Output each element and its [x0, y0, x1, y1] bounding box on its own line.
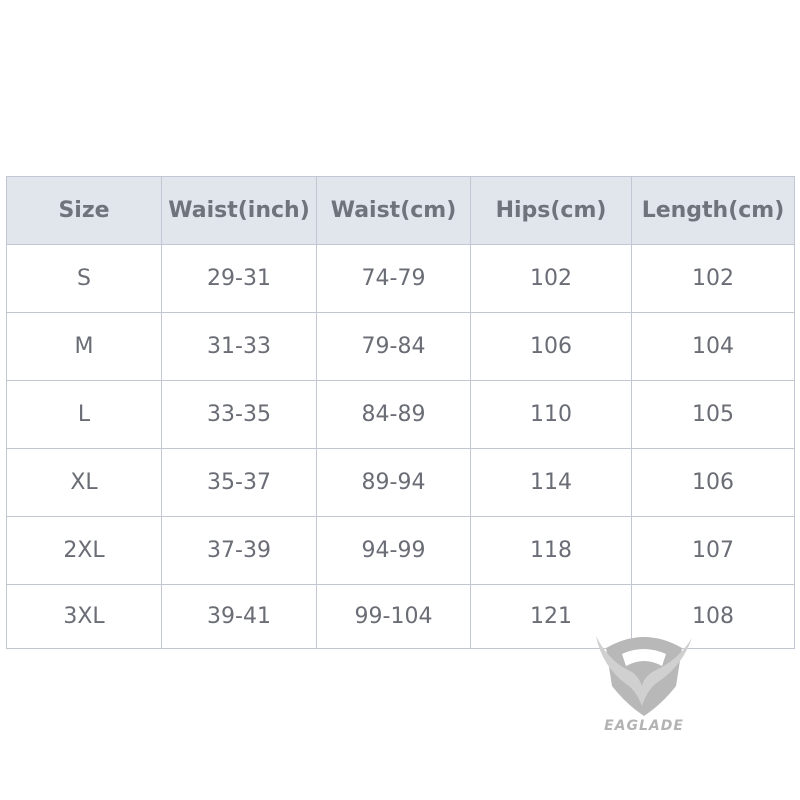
- svg-text:EAGLADE: EAGLADE: [604, 718, 684, 734]
- table-row: 3XL 39-41 99-104 121 108: [6, 584, 795, 649]
- column-header: Waist(cm): [316, 176, 471, 245]
- column-header: Waist(inch): [161, 176, 317, 245]
- table-cell: S: [6, 244, 162, 313]
- table-row: S 29-31 74-79 102 102: [6, 244, 795, 313]
- table-row: M 31-33 79-84 106 104: [6, 312, 795, 381]
- column-header: Length(cm): [631, 176, 795, 245]
- table-cell: 94-99: [316, 516, 471, 585]
- header-row: Size Waist(inch) Waist(cm) Hips(cm) Length(c…: [6, 176, 795, 245]
- table-cell: 108: [631, 584, 795, 649]
- table-cell: 89-94: [316, 448, 471, 517]
- table-cell: 84-89: [316, 380, 471, 449]
- table-cell: 29-31: [161, 244, 317, 313]
- table-cell: 3XL: [6, 584, 162, 649]
- table-cell: 105: [631, 380, 795, 449]
- table-cell: 79-84: [316, 312, 471, 381]
- table-cell: 114: [470, 448, 632, 517]
- table-cell: XL: [6, 448, 162, 517]
- table-cell: 39-41: [161, 584, 317, 649]
- table-cell: 33-35: [161, 380, 317, 449]
- table-cell: 121: [470, 584, 632, 649]
- table-cell: 118: [470, 516, 632, 585]
- eagle-shield-icon: [596, 636, 692, 716]
- eaglade-logo: EAGLADE: [596, 636, 692, 734]
- table-cell: 106: [470, 312, 632, 381]
- size-chart-table: Size Waist(inch) Waist(cm) Hips(cm) Length(c…: [6, 176, 795, 649]
- table-row: 2XL 37-39 94-99 118 107: [6, 516, 795, 585]
- column-header: Size: [6, 176, 162, 245]
- table-cell: 110: [470, 380, 632, 449]
- table-cell: 74-79: [316, 244, 471, 313]
- table-cell: 2XL: [6, 516, 162, 585]
- table-cell: 31-33: [161, 312, 317, 381]
- table-row: XL 35-37 89-94 114 106: [6, 448, 795, 517]
- table-cell: L: [6, 380, 162, 449]
- table-row: L 33-35 84-89 110 105: [6, 380, 795, 449]
- table-cell: 107: [631, 516, 795, 585]
- table-cell: 102: [631, 244, 795, 313]
- table-cell: 106: [631, 448, 795, 517]
- table-cell: 102: [470, 244, 632, 313]
- column-header: Hips(cm): [470, 176, 632, 245]
- table-cell: 35-37: [161, 448, 317, 517]
- table-cell: 99-104: [316, 584, 471, 649]
- table-cell: 37-39: [161, 516, 317, 585]
- table-cell: M: [6, 312, 162, 381]
- table-cell: 104: [631, 312, 795, 381]
